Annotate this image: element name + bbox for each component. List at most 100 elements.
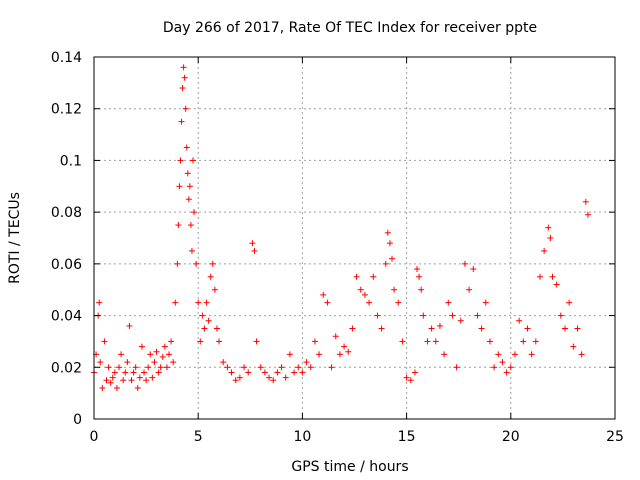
data-point (482, 299, 489, 306)
data-point (291, 369, 298, 376)
data-point (184, 170, 191, 177)
data-point (245, 369, 252, 376)
data-point (266, 374, 273, 381)
chart-title: Day 266 of 2017, Rate Of TEC Index for r… (163, 20, 537, 36)
data-point (478, 325, 485, 332)
data-point (149, 374, 156, 381)
data-point (175, 222, 182, 229)
data-point (414, 266, 421, 273)
y-axis-label: ROTI / TECUs (7, 192, 23, 284)
data-point (395, 299, 402, 306)
data-point (99, 384, 106, 391)
data-point (324, 299, 331, 306)
data-point (524, 325, 531, 332)
data-points (91, 64, 591, 391)
data-point (166, 351, 173, 358)
data-point (124, 359, 131, 366)
data-point (183, 144, 190, 151)
data-point (278, 364, 285, 371)
data-point (470, 266, 477, 273)
data-point (188, 247, 195, 254)
data-point (197, 338, 204, 345)
x-tick-label: 25 (606, 429, 624, 445)
data-point (257, 364, 264, 371)
data-point (174, 260, 181, 267)
data-point (420, 312, 427, 319)
data-point (182, 105, 189, 112)
data-point (130, 369, 137, 376)
data-point (107, 379, 114, 386)
data-point (178, 118, 185, 125)
data-point (97, 359, 104, 366)
data-point (549, 273, 556, 280)
data-point (536, 273, 543, 280)
data-point (436, 322, 443, 329)
data-point (307, 364, 314, 371)
data-point (582, 198, 589, 205)
data-point (311, 338, 318, 345)
x-tick-label: 15 (398, 429, 416, 445)
data-point (382, 260, 389, 267)
axis-ticks: 0 5 10 15 20 25 0 0.02 0.04 0.06 0.08 0.1 0.12 0.14 (51, 50, 624, 445)
data-point (336, 351, 343, 358)
y-tick-label: 0.04 (51, 309, 82, 325)
data-point (207, 273, 214, 280)
data-point (299, 369, 306, 376)
data-point (143, 377, 150, 384)
data-point (172, 299, 179, 306)
data-point (453, 364, 460, 371)
data-point (249, 240, 256, 247)
y-tick-label: 0.1 (60, 153, 82, 169)
data-point (361, 291, 368, 298)
data-point (384, 229, 391, 236)
x-tick-label: 20 (502, 429, 520, 445)
data-point (441, 351, 448, 358)
data-point (295, 364, 302, 371)
data-point (557, 312, 564, 319)
data-point (486, 338, 493, 345)
data-point (136, 374, 143, 381)
data-point (320, 291, 327, 298)
data-point (116, 364, 123, 371)
data-point (428, 325, 435, 332)
data-point (209, 260, 216, 267)
data-point (503, 369, 510, 376)
data-point (185, 196, 192, 203)
data-point (153, 348, 160, 355)
data-point (113, 384, 120, 391)
data-point (541, 247, 548, 254)
data-point (499, 359, 506, 366)
data-point (407, 377, 414, 384)
data-point (159, 353, 166, 360)
data-point (545, 224, 552, 231)
data-point (528, 351, 535, 358)
data-point (128, 377, 135, 384)
data-point (570, 343, 577, 350)
data-point (155, 369, 162, 376)
data-point (216, 338, 223, 345)
data-point (520, 338, 527, 345)
data-point (553, 281, 560, 288)
data-point (126, 322, 133, 329)
data-point (228, 369, 235, 376)
data-point (495, 351, 502, 358)
grid-lines (94, 57, 615, 419)
data-point (105, 364, 112, 371)
data-point (189, 157, 196, 164)
data-point (261, 369, 268, 376)
data-point (199, 312, 206, 319)
data-point (328, 364, 335, 371)
data-point (103, 377, 110, 384)
data-point (180, 64, 187, 71)
data-point (474, 312, 481, 319)
data-point (349, 325, 356, 332)
data-point (332, 333, 339, 340)
data-point (389, 255, 396, 262)
data-point (176, 183, 183, 190)
data-point (461, 260, 468, 267)
data-point (547, 235, 554, 241)
data-point (411, 369, 418, 376)
data-point (386, 240, 393, 247)
data-point (203, 299, 210, 306)
